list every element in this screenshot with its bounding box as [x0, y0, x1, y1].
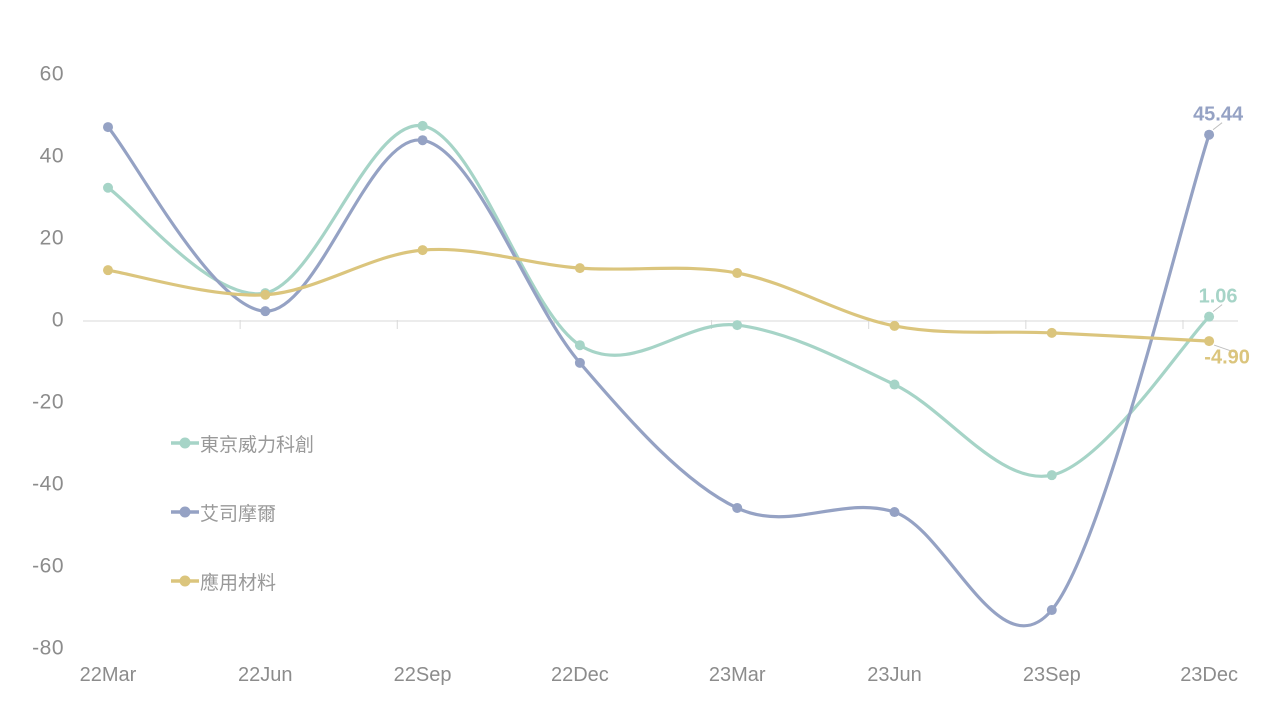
y-axis-label: -80	[32, 636, 64, 660]
data-point-tokyo-electron[interactable]	[103, 182, 113, 193]
end-label-leader-tokyo-electron	[1212, 304, 1223, 313]
series-line-applied-materials	[106, 247, 1211, 343]
data-point-asml[interactable]	[574, 357, 585, 368]
y-axis-label: 60	[39, 62, 64, 86]
data-point-asml[interactable]	[260, 306, 271, 317]
series-line-tokyo-electron	[106, 124, 1211, 478]
legend-item-tokyo-electron[interactable]: 東京威力科創	[171, 432, 315, 456]
x-axis-label-23Sep: 23Sep	[1022, 664, 1081, 686]
y-axis-label: 40	[39, 144, 64, 168]
y-axis-label: -40	[32, 472, 64, 496]
data-point-applied-materials[interactable]	[889, 320, 900, 331]
legend-label: 應用材料	[200, 572, 277, 594]
y-axis-label: 20	[39, 226, 64, 250]
legend-marker-icon	[171, 506, 199, 518]
end-value-label-tokyo-electron: 1.06	[1198, 285, 1238, 308]
end-value-label-asml: 45.44	[1193, 103, 1244, 126]
data-point-tokyo-electron[interactable]	[1204, 311, 1215, 322]
data-point-tokyo-electron[interactable]	[417, 120, 428, 131]
data-point-asml[interactable]	[417, 135, 428, 146]
x-axis-label-22Jun: 22Jun	[238, 664, 293, 686]
data-point-applied-materials[interactable]	[417, 245, 428, 256]
y-axis-label: 0	[51, 308, 64, 332]
x-axis-label-23Dec: 23Dec	[1180, 664, 1238, 686]
legend-label: 東京威力科創	[200, 434, 315, 456]
data-point-applied-materials[interactable]	[260, 289, 271, 300]
data-point-asml[interactable]	[103, 122, 113, 133]
legend-item-asml[interactable]: 艾司摩爾	[171, 501, 277, 525]
data-point-asml[interactable]	[1204, 129, 1215, 140]
data-point-asml[interactable]	[889, 507, 900, 518]
data-point-tokyo-electron[interactable]	[732, 320, 743, 331]
end-value-label-applied-materials: -4.90	[1204, 346, 1250, 369]
data-point-applied-materials[interactable]	[103, 265, 113, 276]
data-point-applied-materials[interactable]	[574, 263, 585, 274]
data-point-applied-materials[interactable]	[1204, 336, 1215, 347]
y-axis-label: -60	[32, 554, 64, 578]
y-axis-label: -20	[32, 390, 64, 414]
x-axis-label-22Sep: 22Sep	[393, 664, 452, 686]
x-axis-label-22Mar: 22Mar	[79, 664, 137, 686]
data-point-asml[interactable]	[1046, 605, 1057, 616]
data-point-asml[interactable]	[732, 502, 743, 513]
data-point-applied-materials[interactable]	[1046, 327, 1057, 338]
legend-label: 艾司摩爾	[200, 503, 277, 525]
x-axis-label-23Jun: 23Jun	[867, 664, 922, 686]
data-point-applied-materials[interactable]	[732, 268, 743, 279]
legend-item-applied-materials[interactable]: 應用材料	[171, 570, 277, 594]
legend-marker-icon	[171, 575, 199, 587]
series-line-asml	[106, 125, 1211, 628]
data-point-tokyo-electron[interactable]	[574, 340, 585, 351]
x-axis-label-23Mar: 23Mar	[708, 664, 766, 686]
end-label-leader-applied-materials	[1213, 344, 1238, 354]
data-point-tokyo-electron[interactable]	[1046, 470, 1057, 481]
data-point-tokyo-electron[interactable]	[889, 379, 900, 390]
x-axis-label-22Dec: 22Dec	[550, 664, 609, 686]
end-label-leader-asml	[1212, 122, 1223, 131]
legend-marker-icon	[171, 437, 199, 449]
